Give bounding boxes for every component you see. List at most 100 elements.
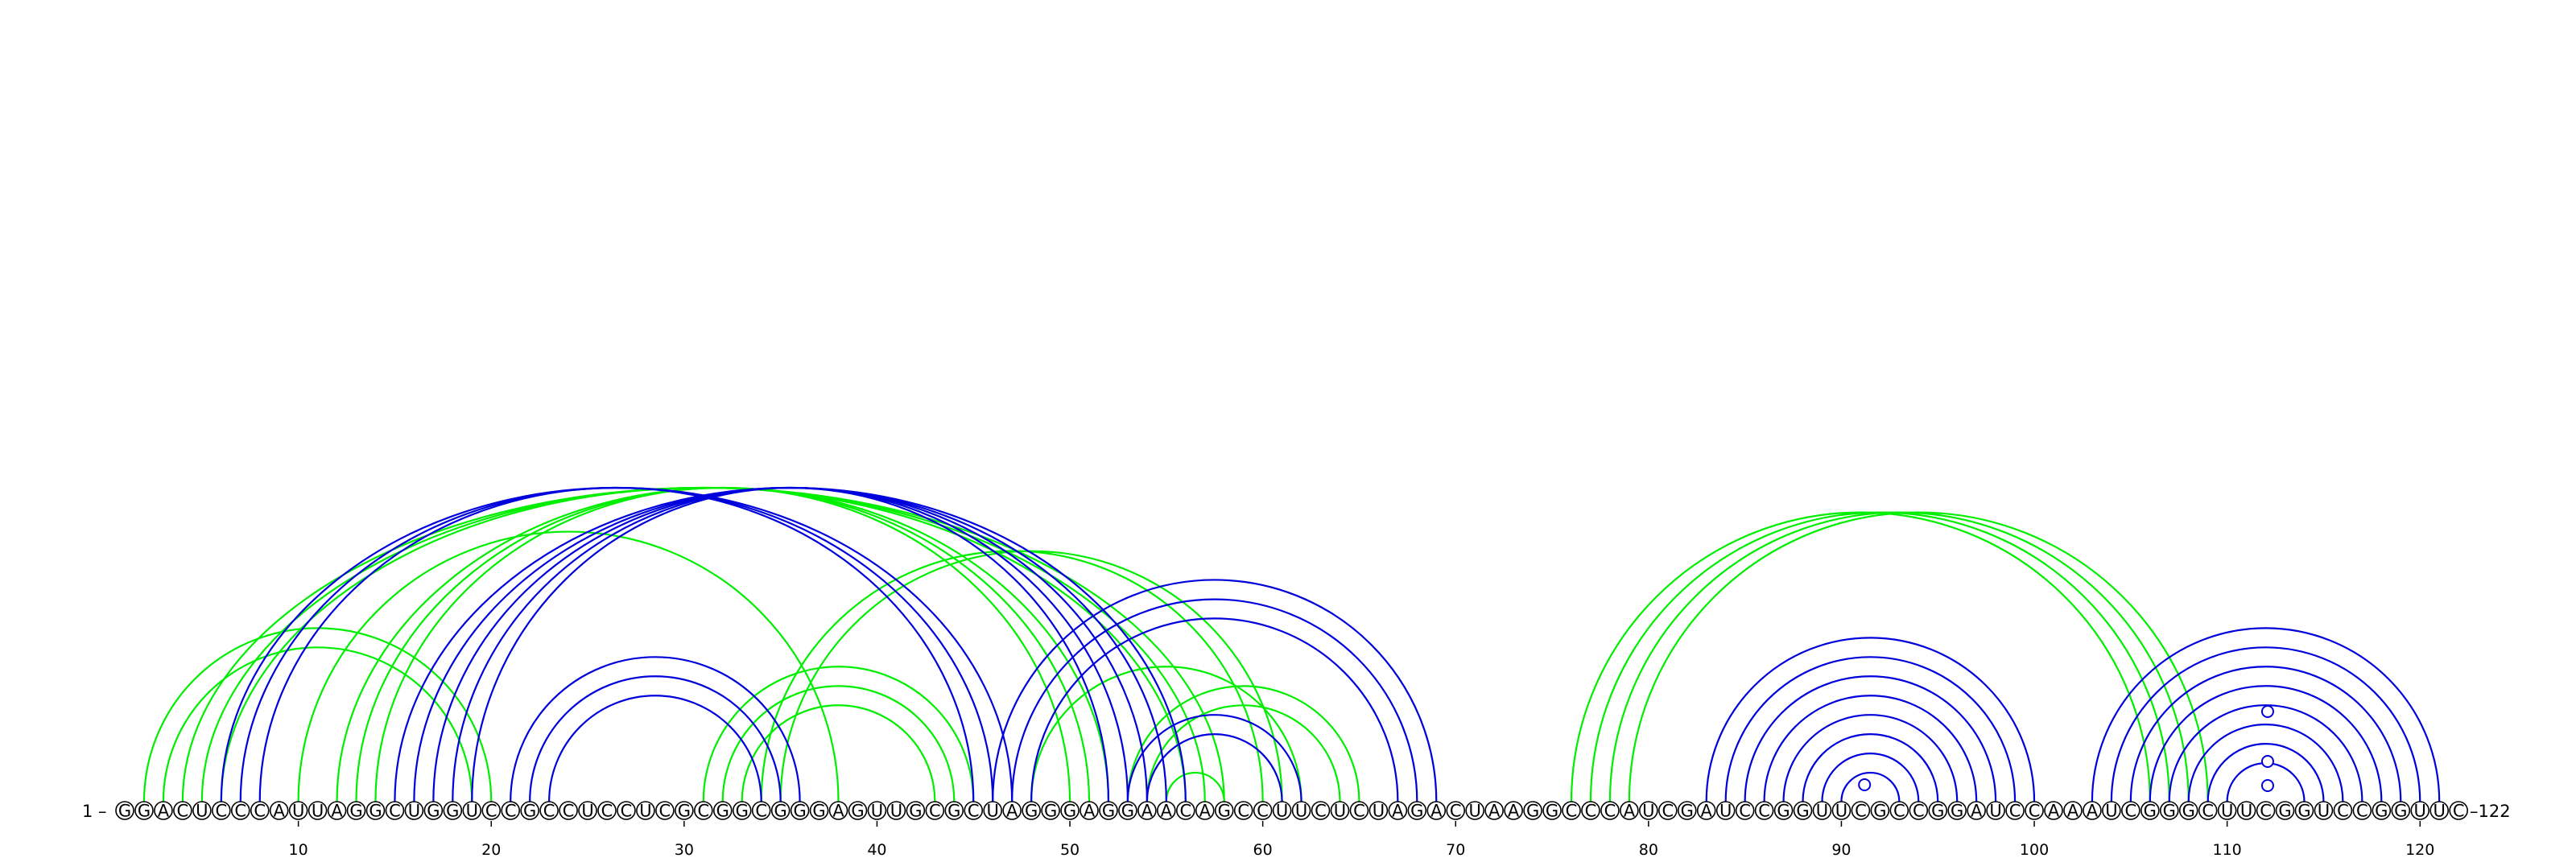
blue-arc-104-120	[2110, 646, 2421, 802]
nucleotide-letter-85: C	[1739, 802, 1751, 821]
nucleotide-circle-117	[2352, 801, 2372, 820]
nucleotide-109: C	[2198, 801, 2218, 821]
nucleotide-letter-119: G	[2394, 802, 2407, 821]
nucleotide-letter-57: A	[1199, 802, 1212, 821]
nucleotide-circle-119	[2391, 801, 2411, 820]
nucleotide-19: U	[462, 801, 482, 821]
nucleotide-16: U	[404, 801, 424, 821]
nucleotide-letter-94: C	[1913, 802, 1925, 821]
nucleotide-letter-38: A	[832, 802, 844, 821]
nucleotide-letter-7: C	[234, 802, 246, 821]
green-base-pair-arcs	[142, 486, 2209, 802]
nucleotide-107: G	[2159, 801, 2179, 821]
nucleotide-34: C	[751, 801, 771, 821]
nucleotide-43: C	[925, 801, 945, 821]
nucleotide-circle-49	[1041, 801, 1060, 820]
blue-arc-54-61	[1146, 733, 1283, 802]
nucleotide-letter-83: A	[1701, 802, 1713, 821]
nucleotide-letter-105: C	[2125, 802, 2137, 821]
nucleotide-circle-113	[2275, 801, 2295, 820]
nucleotide-37: G	[809, 801, 829, 821]
nucleotide-circle-37	[809, 801, 829, 820]
blue-arc-22-35	[529, 675, 782, 802]
nucleotide-circle-80	[1639, 801, 1658, 820]
nucleotide-circle-88	[1793, 801, 1813, 820]
tick-label-60: 60	[1253, 841, 1273, 858]
nucleotide-letter-122: C	[2453, 802, 2465, 821]
nucleotide-circle-1	[115, 801, 134, 820]
green-arc-48-62	[1030, 666, 1302, 802]
nucleotide-letter-89: U	[1816, 802, 1828, 821]
green-arc-3-19	[162, 646, 473, 802]
nucleotide-circle-47	[1002, 801, 1022, 820]
nucleotide-circle-68	[1407, 801, 1427, 820]
green-arc-53-65	[1126, 685, 1360, 802]
nucleotide-circle-92	[1870, 801, 1890, 820]
nucleotide-letter-56: C	[1179, 802, 1191, 821]
nucleotide-letter-64: U	[1334, 802, 1346, 821]
nucleotide-circle-35	[770, 801, 791, 820]
nucleotide-letter-21: C	[505, 802, 517, 821]
nucleotide-letter-3: A	[158, 802, 170, 821]
nucleotide-letter-116: C	[2337, 802, 2349, 821]
nucleotide-letter-73: A	[1508, 802, 1520, 821]
nucleotide-circle-106	[2140, 801, 2160, 820]
blue-arc-105-119	[2129, 666, 2402, 802]
nucleotide-letter-69: A	[1430, 802, 1443, 821]
green-arc-5-57	[200, 486, 1206, 802]
nucleotide-letter-34: C	[755, 802, 767, 821]
nucleotide-13: G	[346, 801, 366, 821]
nucleotide-letter-118: G	[2375, 802, 2388, 821]
sequence-end-label: –122	[2470, 802, 2511, 821]
nucleotide-116: C	[2333, 801, 2353, 821]
tick-label-100: 100	[2020, 841, 2049, 858]
nucleotide-80: U	[1639, 801, 1658, 821]
nucleotide-circle-66	[1368, 801, 1389, 820]
nucleotide-letter-40: U	[871, 802, 883, 821]
nucleotide-letter-49: G	[1044, 802, 1057, 821]
unpaired-markers	[1858, 705, 2274, 792]
nucleotide-106: G	[2140, 801, 2160, 821]
nucleotide-circle-4	[173, 801, 192, 820]
nucleotide-circle-57	[1195, 801, 1215, 820]
blue-arc-103-121	[2091, 627, 2441, 802]
nucleotide-letter-79: A	[1624, 802, 1636, 821]
nucleotide-letter-72: A	[1488, 802, 1501, 821]
marker-circle-1	[1858, 778, 1872, 791]
blue-arc-88-95	[1802, 733, 1939, 802]
nucleotide-circle-16	[404, 801, 424, 820]
blue-arc-46-69	[992, 579, 1438, 802]
nucleotide-letter-93: C	[1893, 802, 1905, 821]
nucleotide-23: C	[539, 801, 559, 821]
nucleotide-104: U	[2102, 801, 2121, 821]
nucleotide-36: G	[790, 801, 810, 821]
nucleotide-121: U	[2429, 801, 2449, 821]
marker-circle-2	[2260, 705, 2274, 718]
nucleotide-circle-85	[1735, 801, 1755, 820]
nucleotide-circle-112	[2256, 801, 2276, 820]
nucleotide-circle-83	[1696, 801, 1716, 820]
nucleotide-74: G	[1523, 801, 1542, 821]
nucleotide-97: A	[1967, 801, 1986, 821]
nucleotide-circle-77	[1581, 801, 1600, 820]
nucleotide-57: A	[1195, 801, 1215, 821]
nucleotide-letter-13: G	[349, 802, 362, 821]
nucleotide-letter-43: C	[929, 802, 941, 821]
nucleotide-circle-70	[1446, 801, 1466, 820]
nucleotide-letter-97: A	[1971, 802, 1983, 821]
nucleotide-122: C	[2449, 801, 2468, 821]
nucleotide-letter-91: C	[1855, 802, 1867, 821]
nucleotide-12: A	[327, 801, 347, 821]
nucleotide-circle-71	[1465, 801, 1484, 820]
nucleotide-circle-122	[2449, 801, 2468, 820]
nucleotide-60: C	[1253, 801, 1273, 821]
green-arc-35-61	[779, 550, 1283, 802]
nucleotide-circle-61	[1272, 801, 1292, 820]
nucleotide-53: G	[1118, 801, 1137, 821]
nucleotide-letter-106: G	[2144, 802, 2157, 821]
nucleotide-letter-58: G	[1218, 802, 1231, 821]
marker-circle-4	[2260, 779, 2274, 792]
blue-arc-47-68	[1011, 598, 1418, 802]
nucleotide-93: C	[1889, 801, 1909, 821]
nucleotide-76: C	[1562, 801, 1581, 821]
